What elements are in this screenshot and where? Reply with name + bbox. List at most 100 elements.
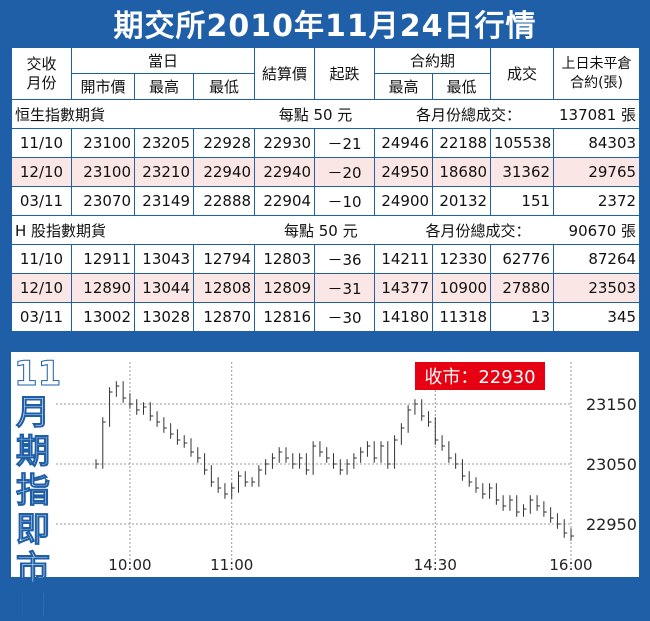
cell-low: 22928	[192, 128, 256, 158]
section-header-row: 恒生指數期貨 每點 50 元 各月份總成交： 137081 張	[10, 99, 641, 129]
header-high: 最高	[134, 73, 194, 100]
x-tick-label: 11:00	[210, 556, 253, 574]
section-total: 各月份總成交： 90670 張	[426, 220, 637, 241]
table-row: 12/10 23100 23210 22940 22940 －20 24950 18680 31…	[11, 157, 641, 187]
cell-c-low: 10900	[432, 273, 492, 303]
y-tick-label: 23050	[586, 455, 637, 474]
section-total: 各月份總成交： 137081 張	[416, 104, 636, 125]
header-change: 起跌	[314, 47, 376, 100]
cell-month: 12/10	[11, 273, 72, 303]
cell-change: －30	[314, 302, 376, 332]
cell-high: 23205	[134, 128, 194, 158]
header-month: 交收 月份	[11, 47, 72, 100]
cell-c-high: 14211	[374, 244, 434, 274]
cell-settle: 12809	[254, 273, 316, 303]
cell-c-low: 11318	[432, 302, 492, 332]
table-row: 11/10 12911 13043 12794 12803 －36 14211 12330 62…	[11, 244, 641, 274]
cell-open: 12890	[71, 273, 135, 303]
intraday-chart-svg: 23150 23050 22950 10:00 11:00 14:30 16:00	[56, 362, 637, 574]
section-header-row: H 股指數期貨 每點 50 元 各月份總成交： 90670 張	[10, 215, 641, 245]
close-price-badge: 收市：22930	[415, 362, 545, 390]
table-row: 03/11 23070 23149 22888 22904 －10 24900 20132 15…	[11, 186, 641, 216]
header-settle: 結算價	[254, 47, 316, 100]
cell-high: 23210	[134, 157, 194, 187]
y-tick-label: 22950	[586, 515, 637, 534]
cell-oi: 29765	[553, 157, 641, 187]
page-title: 期交所2010年11月24日行情	[113, 9, 537, 44]
cell-c-low: 12330	[432, 244, 492, 274]
cell-month: 11/10	[11, 244, 72, 274]
cell-oi: 2372	[553, 186, 641, 216]
cell-month: 12/10	[11, 157, 72, 187]
cell-c-low: 20132	[432, 186, 492, 216]
cell-oi: 345	[553, 302, 641, 332]
chart-title-char: 期	[16, 432, 51, 472]
cell-settle: 12803	[254, 244, 316, 274]
header-contract: 合約期	[374, 47, 492, 74]
table-row: 03/11 13002 13028 12870 12816 －30 14180 11318 13…	[11, 302, 641, 332]
table-row: 11/10 23100 23205 22928 22930 －21 24946 22188 10…	[11, 128, 641, 158]
section-header: 恒生指數期貨 每點 50 元 各月份總成交： 137081 張	[10, 99, 641, 129]
header-today: 當日	[70, 47, 256, 74]
cell-oi: 23503	[553, 273, 641, 303]
cell-oi: 84303	[553, 128, 641, 158]
cell-c-high: 14180	[374, 302, 434, 332]
cell-c-high: 24946	[374, 128, 434, 158]
cell-settle: 22930	[254, 128, 316, 158]
chart-title-char: 11	[14, 354, 62, 394]
cell-change: －21	[314, 128, 376, 158]
cell-volume: 105538	[490, 128, 555, 158]
cell-open: 23070	[71, 186, 135, 216]
cell-volume: 151	[490, 186, 555, 216]
header-contract-high: 最高	[374, 73, 434, 100]
header-oi: 上日未平倉 合約(張)	[553, 47, 641, 100]
x-tick-label: 16:00	[549, 556, 592, 574]
header-volume: 成交	[490, 47, 555, 100]
cell-c-high: 24900	[374, 186, 434, 216]
cell-settle: 22904	[254, 186, 316, 216]
cell-open: 12911	[71, 244, 135, 274]
cell-volume: 13	[490, 302, 555, 332]
cell-settle: 22940	[254, 157, 316, 187]
table-row: 12/10 12890 13044 12808 12809 －31 14377 10900 27…	[11, 273, 641, 303]
cell-c-high: 14377	[374, 273, 434, 303]
chart-title-char: 圖	[18, 588, 47, 621]
cell-low: 22940	[192, 157, 256, 187]
cell-change: －31	[314, 273, 376, 303]
cell-volume: 62776	[490, 244, 555, 274]
x-tick-label: 10:00	[108, 556, 151, 574]
cell-high: 13044	[134, 273, 194, 303]
header-contract-low: 最低	[432, 73, 492, 100]
cell-settle: 12816	[254, 302, 316, 332]
cell-c-low: 18680	[432, 157, 492, 187]
cell-volume: 27880	[490, 273, 555, 303]
chart-title-char: 市	[16, 549, 51, 589]
cell-oi: 87264	[553, 244, 641, 274]
cell-c-low: 22188	[432, 128, 492, 158]
section-name: 恒生指數期貨	[15, 105, 106, 124]
cell-high: 13028	[134, 302, 194, 332]
chart-title-char: 月	[16, 393, 51, 433]
cell-open: 13002	[71, 302, 135, 332]
cell-month: 03/11	[11, 186, 72, 216]
cell-volume: 31362	[490, 157, 555, 187]
section-per-point: 每點 50 元	[278, 105, 353, 124]
chart-title-char: 指	[16, 471, 51, 511]
cell-high: 23149	[134, 186, 194, 216]
quotes-table: 交收 月份 當日 結算價 起跌 合約期 成交 上日未平倉 合約(張) 開市價 最…	[10, 47, 641, 332]
chart-vertical-title: 11 月期指即市圖	[14, 354, 62, 621]
section-per-point: 每點 50 元	[283, 221, 358, 240]
section-total-label: 各月份總成交：	[425, 221, 531, 240]
cell-change: －20	[314, 157, 376, 187]
cell-change: －10	[314, 186, 376, 216]
cell-low: 12794	[192, 244, 256, 274]
cell-low: 22888	[192, 186, 256, 216]
section-total-label: 各月份總成交：	[415, 105, 521, 124]
cell-open: 23100	[71, 157, 135, 187]
cell-low: 12870	[192, 302, 256, 332]
chart-title-char: 即	[16, 510, 51, 550]
cell-change: －36	[314, 244, 376, 274]
cell-month: 11/10	[11, 128, 72, 158]
y-tick-label: 23150	[586, 395, 637, 414]
header-low: 最低	[192, 73, 256, 100]
